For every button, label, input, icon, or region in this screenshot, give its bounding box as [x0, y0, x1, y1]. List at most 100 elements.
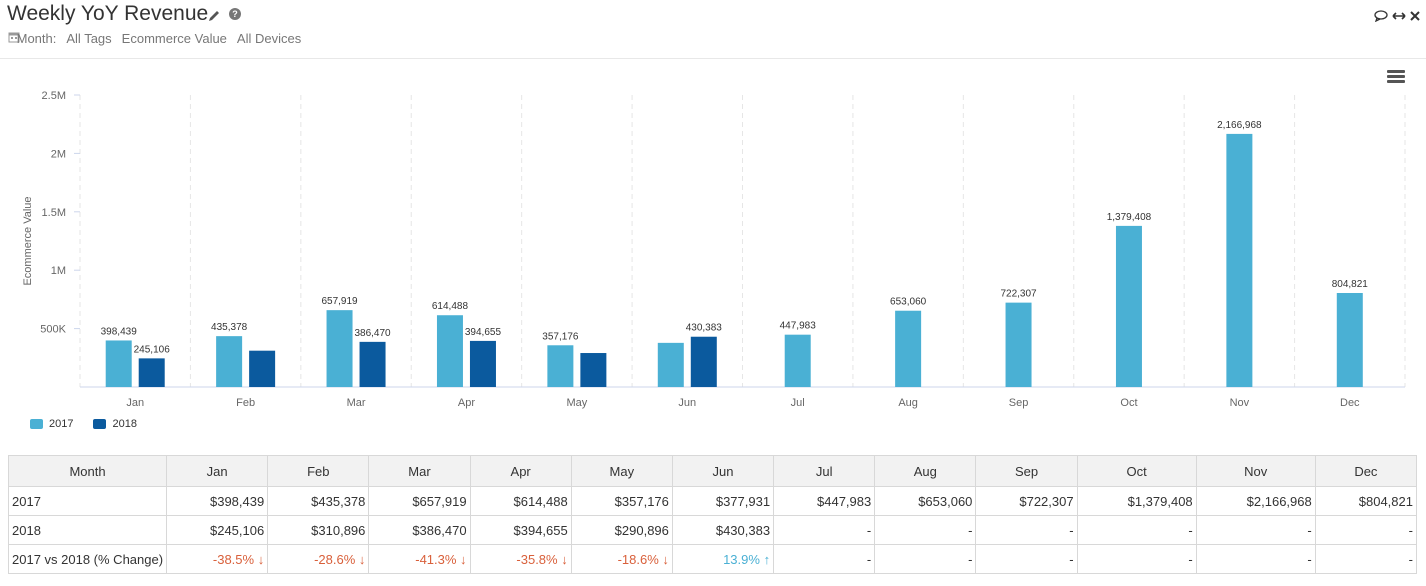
- table-cell: -: [1076, 515, 1197, 545]
- bar-2017-apr: [436, 315, 463, 387]
- change-cell: -: [975, 544, 1078, 574]
- data-label-2017-sep: 722,307: [1000, 289, 1037, 300]
- change-value: -28.6%: [314, 551, 356, 567]
- arrow-up-icon: ↑: [759, 551, 771, 567]
- change-cell: -: [1195, 544, 1316, 574]
- bar-2017-sep: [1005, 302, 1032, 387]
- change-cell: -: [1314, 544, 1418, 574]
- change-value: -: [1307, 551, 1312, 567]
- data-label-2018-apr: 394,655: [465, 327, 502, 338]
- comment-icon[interactable]: [1374, 10, 1388, 22]
- x-tick-label: Feb: [236, 397, 255, 409]
- bar-2017-jun: [657, 342, 684, 387]
- bar-2018-feb: [249, 350, 276, 387]
- table-header-row: Month Jan Feb Mar Apr May Jun Jul Aug Se…: [7, 455, 1418, 487]
- table-cell: -: [874, 515, 977, 545]
- table-cell: -: [773, 515, 876, 545]
- table-header-cell: Month: [7, 455, 168, 487]
- data-label-2018-jun: 430,383: [686, 323, 723, 334]
- table-cell: $377,931: [671, 486, 775, 516]
- y-tick-label: 500K: [40, 324, 66, 336]
- x-tick-label: Oct: [1120, 397, 1137, 409]
- bar-2018-jun: [690, 336, 717, 387]
- arrow-down-icon: ↓: [658, 551, 669, 567]
- table-cell: $357,176: [570, 486, 673, 516]
- change-cell: -38.5% ↓: [166, 544, 269, 574]
- table-cell: $386,470: [368, 515, 471, 545]
- bar-2017-oct: [1115, 225, 1142, 387]
- bar-2018-jan: [138, 358, 165, 387]
- resize-icon[interactable]: [1392, 10, 1406, 22]
- data-label-2017-aug: 653,060: [890, 297, 927, 308]
- page-title: Weekly YoY Revenue: [7, 2, 209, 25]
- x-tick-label: May: [566, 397, 587, 409]
- change-cell: -: [773, 544, 876, 574]
- change-value: 13.9%: [723, 551, 760, 567]
- table-header-cell: Feb: [267, 455, 370, 487]
- bar-2017-may: [547, 345, 574, 387]
- table-cell: $290,896: [570, 515, 673, 545]
- change-value: -18.6%: [617, 551, 659, 567]
- change-cell: -35.8% ↓: [469, 544, 572, 574]
- legend-item-2018[interactable]: 2018: [93, 418, 137, 430]
- table-cell: -: [975, 515, 1078, 545]
- table-header-cell: Dec: [1314, 455, 1418, 487]
- chart-menu-icon[interactable]: [1387, 70, 1405, 84]
- data-label-2018-jan: 245,106: [134, 344, 171, 355]
- bar-2017-aug: [895, 310, 922, 387]
- edit-title-icon[interactable]: [207, 9, 221, 23]
- revenue-bar-chart: 500K 1M 1.5M 2M 2.5M Ecommerce Value 398,439 24…: [22, 90, 1406, 409]
- table-row-2017: 2017 $398,439 $435,378 $657,919 $614,488…: [7, 486, 1418, 516]
- table-cell: $614,488: [469, 486, 572, 516]
- table-cell: -: [1195, 515, 1316, 545]
- bar-2018-apr: [469, 340, 496, 387]
- legend-label-2017: 2017: [49, 418, 74, 430]
- report-header: Weekly YoY Revenue ? Month: All Tags Eco…: [0, 0, 1426, 59]
- change-cell: -: [1076, 544, 1197, 574]
- row-label: 2018: [7, 515, 168, 545]
- legend-swatch-2018: [93, 419, 107, 429]
- filter-devices[interactable]: All Devices: [236, 31, 302, 46]
- table-header-cell: Sep: [975, 455, 1078, 487]
- data-label-2018-mar: 386,470: [354, 328, 391, 339]
- table-header-cell: Oct: [1076, 455, 1197, 487]
- change-value: -35.8%: [516, 551, 558, 567]
- table-cell: $657,919: [368, 486, 471, 516]
- data-label-2017-feb: 435,378: [211, 322, 248, 333]
- filter-metric[interactable]: Ecommerce Value: [121, 31, 227, 46]
- table-cell: $394,655: [469, 515, 572, 545]
- x-tick-label: Apr: [458, 397, 475, 409]
- close-icon[interactable]: [1410, 10, 1420, 22]
- legend-item-2017[interactable]: 2017: [30, 418, 73, 430]
- change-cell: -28.6% ↓: [267, 544, 370, 574]
- data-label-2017-may: 357,176: [542, 331, 579, 342]
- x-tick-label: Sep: [1009, 397, 1029, 409]
- table-header-cell: Nov: [1195, 455, 1316, 487]
- table-cell: $310,896: [267, 515, 370, 545]
- data-label-2017-jul: 447,983: [780, 321, 817, 332]
- bar-2018-may: [580, 353, 607, 387]
- legend-swatch-2017: [30, 419, 43, 429]
- legend-label-2018: 2018: [112, 418, 137, 430]
- arrow-down-icon: ↓: [254, 551, 265, 567]
- data-label-2017-mar: 657,919: [321, 296, 358, 307]
- change-cell: -18.6% ↓: [570, 544, 673, 574]
- change-cell: -: [874, 544, 977, 574]
- bar-2017-dec: [1336, 292, 1363, 387]
- bar-2017-mar: [326, 310, 353, 387]
- table-cell: $722,307: [975, 486, 1078, 516]
- change-cell: -41.3% ↓: [368, 544, 471, 574]
- filter-period[interactable]: Month:: [8, 31, 56, 46]
- arrow-down-icon: ↓: [557, 551, 568, 567]
- x-tick-label: Aug: [898, 397, 918, 409]
- change-value: -: [1408, 551, 1413, 567]
- table-header-cell: Apr: [469, 455, 572, 487]
- data-label-2017-apr: 614,488: [432, 301, 469, 312]
- table-cell: -: [1314, 515, 1418, 545]
- x-tick-label: Mar: [347, 397, 366, 409]
- revenue-table: Month Jan Feb Mar Apr May Jun Jul Aug Se…: [7, 455, 1418, 574]
- help-icon[interactable]: ?: [229, 8, 241, 20]
- y-tick-label: 1M: [51, 265, 66, 277]
- filter-tags[interactable]: All Tags: [66, 31, 112, 46]
- data-label-2017-oct: 1,379,408: [1107, 212, 1152, 223]
